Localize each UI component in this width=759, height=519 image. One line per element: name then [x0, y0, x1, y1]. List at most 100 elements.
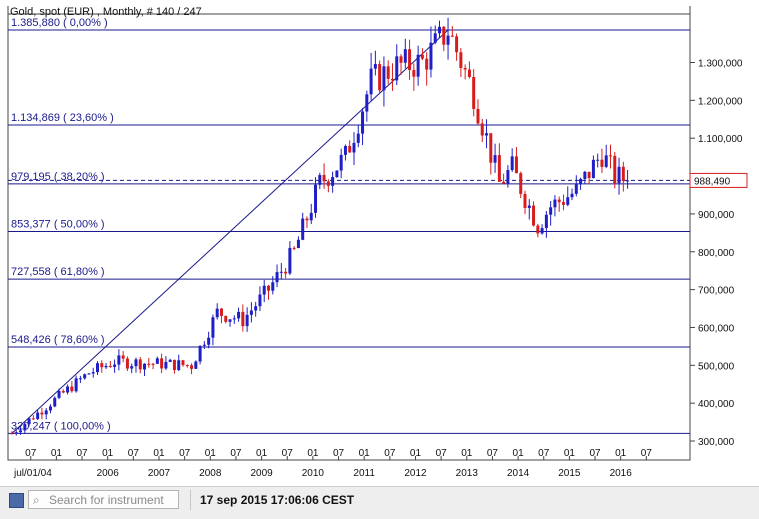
candle-body [78, 378, 82, 380]
fibonacci-layer: 1.385,880 ( 0,00% ) 1.134,869 ( 23,60% ) 9… [8, 17, 690, 434]
candle-body [245, 314, 249, 327]
candle-body [96, 363, 99, 373]
x-year-label: 2015 [558, 468, 581, 479]
candle-body [36, 412, 40, 420]
candle-body [579, 178, 583, 185]
candle-body [70, 386, 74, 392]
candle-body [249, 310, 253, 315]
x-month-label: 01 [307, 448, 319, 459]
candle-body [596, 159, 600, 161]
instrument-color-icon[interactable] [9, 493, 24, 508]
x-month-label: 07 [179, 448, 191, 459]
candle-body [386, 66, 390, 79]
candle-body [23, 424, 27, 431]
x-month-label: 01 [153, 448, 165, 459]
candle-body [433, 33, 437, 43]
search-input[interactable] [49, 491, 175, 508]
candle-body [48, 406, 52, 411]
candle-body [420, 54, 424, 59]
candle-body [523, 193, 527, 208]
candle-body [113, 364, 117, 367]
candle-body [463, 67, 467, 70]
candle-body [288, 247, 292, 274]
x-month-label: 07 [589, 448, 601, 459]
x-month-label: 07 [282, 448, 294, 459]
candles-layer [10, 17, 630, 436]
candle-body [365, 94, 369, 112]
candle-body [403, 49, 407, 63]
price-chart[interactable]: 1.385,880 ( 0,00% ) 1.134,869 ( 23,60% ) 9… [0, 0, 759, 486]
candle-body [275, 272, 279, 283]
candle-body [194, 361, 198, 369]
candle-body [416, 54, 420, 77]
fibonacci-label: 1.134,869 ( 23,60% ) [11, 112, 114, 124]
candle-body [279, 271, 283, 273]
x-year-label: 2009 [250, 468, 273, 479]
y-tick-label: 900,000 [698, 210, 735, 221]
candle-body [258, 294, 262, 307]
x-month-label: 01 [461, 448, 473, 459]
candle-body [621, 166, 625, 182]
candle-body [57, 391, 61, 398]
y-tick-label: 600,000 [698, 323, 735, 334]
candle-body [74, 378, 78, 392]
candle-body [314, 184, 318, 213]
x-month-label: 01 [51, 448, 63, 459]
x-month-label: 07 [25, 448, 37, 459]
candle-body [305, 218, 309, 221]
x-month-label: 07 [230, 448, 242, 459]
candle-body [331, 177, 335, 186]
y-tick-label: 1.300,000 [698, 59, 743, 70]
fibonacci-label: 853,377 ( 50,00% ) [11, 219, 105, 231]
candle-body [557, 199, 561, 203]
candle-body [117, 355, 121, 365]
search-box[interactable]: ⌕ [28, 490, 179, 509]
candle-body [164, 361, 168, 369]
candle-body [130, 366, 134, 369]
candle-body [125, 358, 129, 369]
candle-body [151, 363, 155, 365]
y-tick-label: 300,000 [698, 437, 735, 448]
x-month-label: 07 [487, 448, 499, 459]
candle-body [202, 344, 206, 346]
candle-body [506, 170, 510, 184]
y-tick-label: 700,000 [698, 286, 735, 297]
candle-body [369, 68, 373, 95]
candle-body [40, 412, 44, 415]
x-year-label: 2013 [456, 468, 479, 479]
candle-body [224, 315, 228, 322]
candle-body [455, 36, 459, 53]
toolbar-separator [190, 490, 191, 510]
candle-body [160, 358, 164, 369]
candle-body [583, 171, 587, 179]
candle-body [177, 360, 181, 371]
candle-body [425, 58, 429, 70]
candle-body [138, 359, 142, 370]
x-month-label: 01 [513, 448, 525, 459]
x-month-label: 07 [333, 448, 345, 459]
candle-body [472, 76, 476, 109]
candle-body [143, 363, 147, 370]
x-month-label: 07 [538, 448, 550, 459]
candle-body [147, 363, 151, 365]
candle-body [450, 35, 454, 37]
candle-body [553, 199, 557, 208]
candle-body [322, 175, 326, 182]
candle-body [326, 181, 330, 186]
candle-body [438, 26, 441, 34]
candle-body [301, 218, 305, 240]
x-month-label: 07 [436, 448, 448, 459]
candle-body [172, 359, 176, 371]
candle-body [617, 166, 621, 184]
candle-body [215, 308, 219, 318]
x-year-label: 2011 [353, 468, 375, 479]
fibonacci-label: 1.385,880 ( 0,00% ) [11, 17, 108, 29]
candle-body [373, 64, 377, 69]
candle-body [356, 133, 360, 143]
candle-body [378, 64, 382, 91]
candle-body [502, 181, 506, 184]
candle-body [14, 432, 18, 434]
candle-body [232, 318, 236, 320]
candle-body [198, 345, 202, 362]
candle-body [185, 364, 189, 366]
